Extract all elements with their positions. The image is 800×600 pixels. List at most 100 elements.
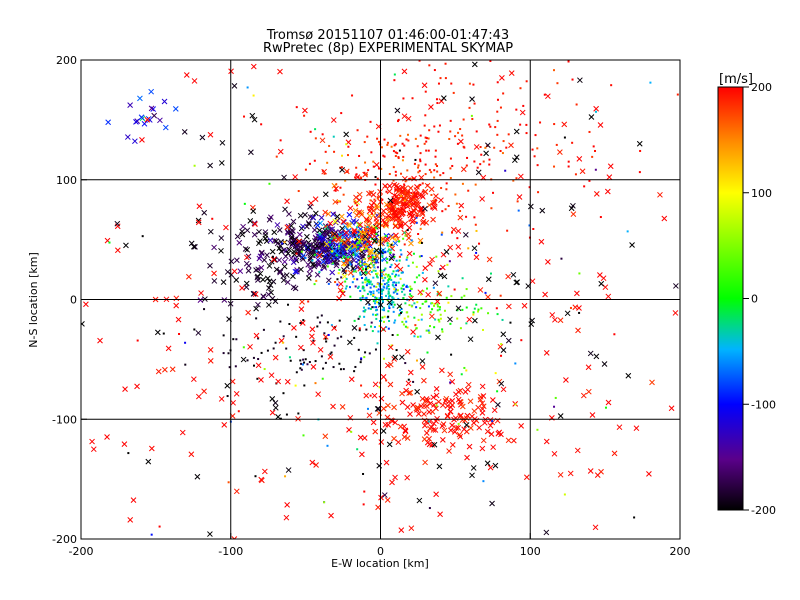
data-point-dot <box>424 90 427 93</box>
data-point-x <box>315 261 322 268</box>
data-point-dot <box>456 317 459 320</box>
data-point-dot <box>419 134 422 137</box>
data-point-dot <box>394 143 397 146</box>
data-point-x <box>207 228 214 235</box>
data-point-dot <box>354 365 357 368</box>
data-point-dot <box>319 321 322 324</box>
data-point-dot <box>484 291 487 294</box>
data-point-dot <box>336 201 339 204</box>
data-point-dot <box>400 287 403 290</box>
data-point-x <box>574 447 581 454</box>
data-point-x <box>393 187 400 193</box>
data-point-x <box>570 211 577 217</box>
data-point-dot <box>359 271 362 274</box>
data-point-dot <box>330 260 333 263</box>
data-point-x <box>195 393 202 400</box>
data-point-dot <box>401 284 404 287</box>
data-point-x <box>273 266 280 273</box>
data-point-dot <box>500 354 503 357</box>
data-point-dot <box>396 333 399 336</box>
data-point-dot <box>372 264 375 267</box>
data-point-dot <box>288 356 291 359</box>
data-point-dot <box>407 315 410 318</box>
data-point-dot <box>419 227 422 230</box>
data-point-x <box>339 225 346 232</box>
data-point-dot <box>465 306 468 309</box>
data-point-dot <box>440 233 443 236</box>
data-point-dot <box>393 255 396 258</box>
data-point-dot <box>373 198 376 201</box>
data-point-x <box>290 273 296 280</box>
data-point-dot <box>345 248 348 251</box>
data-point-dot <box>436 102 439 105</box>
data-point-dot <box>363 289 366 292</box>
data-point-x <box>134 383 140 390</box>
data-point-x <box>105 119 112 126</box>
data-point-dot <box>473 216 476 219</box>
data-point-dot <box>313 283 316 286</box>
data-point-dot <box>514 403 517 406</box>
data-point-dot <box>436 170 439 173</box>
data-point-x <box>433 491 439 498</box>
data-point-dot <box>436 293 439 296</box>
data-point-x <box>384 236 391 242</box>
data-point-dot <box>359 361 362 364</box>
data-point-x <box>251 116 258 123</box>
data-point-dot <box>399 309 402 312</box>
data-point-dot <box>150 533 153 536</box>
data-point-x <box>396 199 403 205</box>
data-point-dot <box>410 294 413 297</box>
data-point-x <box>577 77 583 84</box>
data-point-dot <box>525 132 528 135</box>
data-point-dot <box>391 296 394 299</box>
data-point-dot <box>381 316 384 319</box>
data-point-dot <box>374 269 377 272</box>
data-point-dot <box>323 172 326 175</box>
data-point-x <box>132 138 138 145</box>
data-point-x <box>439 367 445 374</box>
data-point-dot <box>228 366 231 369</box>
data-point-dot <box>563 493 566 496</box>
data-point-x <box>396 303 403 310</box>
data-point-dot <box>295 371 298 374</box>
data-point-dot <box>410 192 413 195</box>
data-point-x <box>426 435 432 442</box>
data-point-x <box>430 394 437 401</box>
data-point-dot <box>453 288 456 291</box>
data-point-dot <box>487 312 490 315</box>
data-point-dot <box>433 304 436 307</box>
data-point-x <box>500 347 507 354</box>
data-point-dot <box>419 194 422 197</box>
data-point-dot <box>246 86 249 89</box>
data-point-dot <box>284 475 287 478</box>
data-point-x <box>661 215 668 222</box>
data-point-x <box>484 428 491 435</box>
data-point-x <box>191 78 198 84</box>
data-point-dot <box>399 249 402 252</box>
data-point-x <box>262 235 269 242</box>
data-point-x <box>333 262 340 269</box>
data-point-x <box>357 265 364 272</box>
data-point-dot <box>328 241 331 244</box>
data-point-x <box>346 211 353 218</box>
data-point-dot <box>496 313 499 316</box>
data-point-dot <box>378 299 381 302</box>
data-point-dot <box>428 168 431 171</box>
data-point-dot <box>375 204 378 207</box>
data-point-dot <box>274 341 277 344</box>
data-point-dot <box>388 173 391 176</box>
data-point-dot <box>415 276 418 279</box>
data-point-dot <box>299 322 302 325</box>
data-point-dot <box>492 191 495 194</box>
data-point-dot <box>381 254 384 257</box>
data-point-dot <box>330 324 333 327</box>
data-point-x <box>523 474 530 481</box>
data-point-dot <box>385 294 388 297</box>
data-point-x <box>194 473 201 480</box>
data-point-dot <box>425 137 428 140</box>
data-point-dot <box>300 250 303 253</box>
data-point-x <box>290 259 297 266</box>
data-point-x <box>370 226 377 232</box>
data-point-dot <box>308 162 311 165</box>
data-point-x <box>284 378 291 385</box>
